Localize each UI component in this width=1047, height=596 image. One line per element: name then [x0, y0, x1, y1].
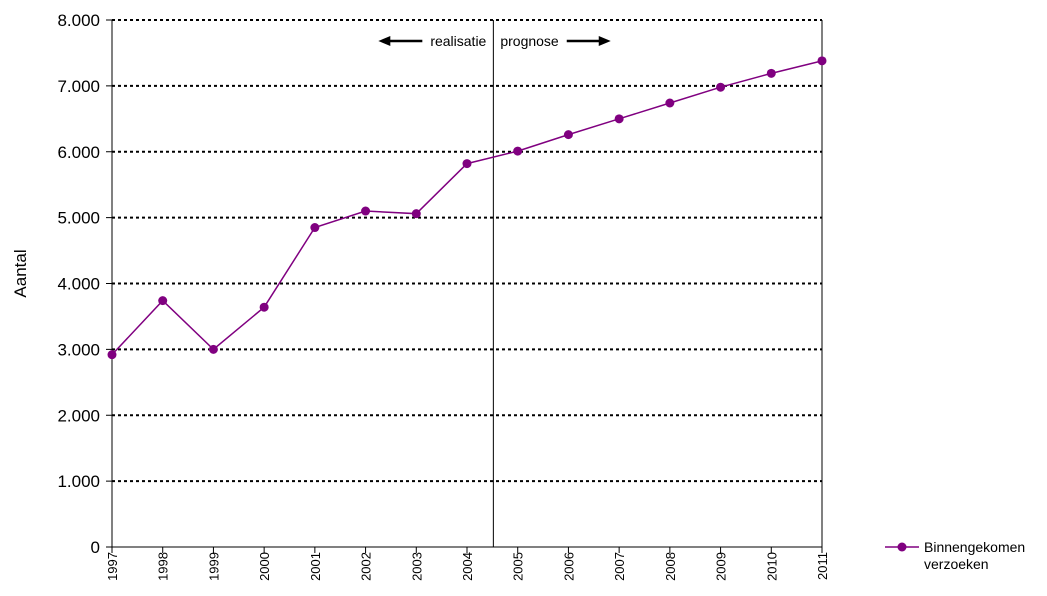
- data-point: [817, 56, 827, 66]
- data-point: [310, 223, 320, 233]
- arrow-left-head: [378, 36, 391, 46]
- legend-marker: [897, 542, 907, 552]
- x-tick-label: 2000: [257, 552, 272, 581]
- y-tick-label: 3.000: [57, 340, 100, 359]
- annotation-prognose: prognose: [500, 33, 559, 49]
- y-tick-label: 7.000: [57, 77, 100, 96]
- x-tick-label: 2004: [460, 552, 475, 581]
- x-tick-label: 2006: [561, 552, 576, 581]
- x-tick-label: 2009: [714, 552, 729, 581]
- x-tick-label: 1998: [156, 552, 171, 581]
- x-tick-label: 2010: [764, 552, 779, 581]
- x-tick-label: 2002: [359, 552, 374, 581]
- x-tick-label: 2001: [308, 552, 323, 581]
- y-tick-label: 8.000: [57, 11, 100, 30]
- x-tick-label: 2003: [409, 552, 424, 581]
- data-point: [411, 209, 421, 219]
- y-tick-label: 5.000: [57, 209, 100, 228]
- data-point: [462, 159, 472, 169]
- y-axis-ticks: 0 1.000 2.000 3.000 4.000 5.000 6.000 7.000 8.00…: [57, 11, 112, 557]
- arrow-right-head: [598, 36, 611, 46]
- legend-label: verzoeken: [924, 556, 989, 572]
- y-tick-label: 4.000: [57, 275, 100, 294]
- data-point: [158, 296, 168, 306]
- data-point: [766, 68, 776, 78]
- y-axis-title: Aantal: [11, 249, 30, 297]
- data-point: [208, 344, 218, 354]
- annotation-realisatie: realisatie: [430, 33, 486, 49]
- annotations: realisatie prognose: [378, 33, 611, 49]
- data-point: [259, 302, 269, 312]
- x-tick-label: 1999: [206, 552, 221, 581]
- data-point: [513, 146, 523, 156]
- x-tick-label: 1997: [105, 552, 120, 581]
- legend-label: Binnengekomen: [924, 539, 1025, 555]
- y-tick-label: 1.000: [57, 472, 100, 491]
- x-tick-label: 2007: [612, 552, 627, 581]
- x-tick-label: 2005: [511, 552, 526, 581]
- x-tick-label: 2008: [663, 552, 678, 581]
- data-point: [614, 114, 624, 124]
- data-point: [361, 206, 371, 216]
- data-point: [107, 350, 117, 360]
- x-tick-label: 2011: [815, 552, 830, 580]
- y-tick-label: 2.000: [57, 406, 100, 425]
- x-axis-ticks: 1997 1998 1999 2000 2001 2002 2003 2004 2005 2006…: [105, 547, 830, 581]
- series-binnengekomen-verzoeken: [107, 56, 827, 360]
- data-point: [716, 82, 726, 92]
- gridlines: [112, 19, 822, 483]
- series-line: [111, 60, 823, 356]
- y-tick-label: 0: [91, 538, 100, 557]
- data-point: [665, 98, 675, 108]
- y-tick-label: 6.000: [57, 143, 100, 162]
- data-point: [563, 130, 573, 140]
